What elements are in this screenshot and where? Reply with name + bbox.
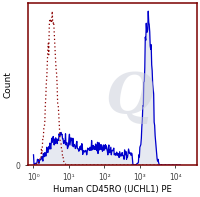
X-axis label: Human CD45RO (UCHL1) PE: Human CD45RO (UCHL1) PE — [53, 185, 172, 193]
Y-axis label: Count: Count — [3, 71, 12, 98]
Text: Q: Q — [105, 70, 153, 125]
